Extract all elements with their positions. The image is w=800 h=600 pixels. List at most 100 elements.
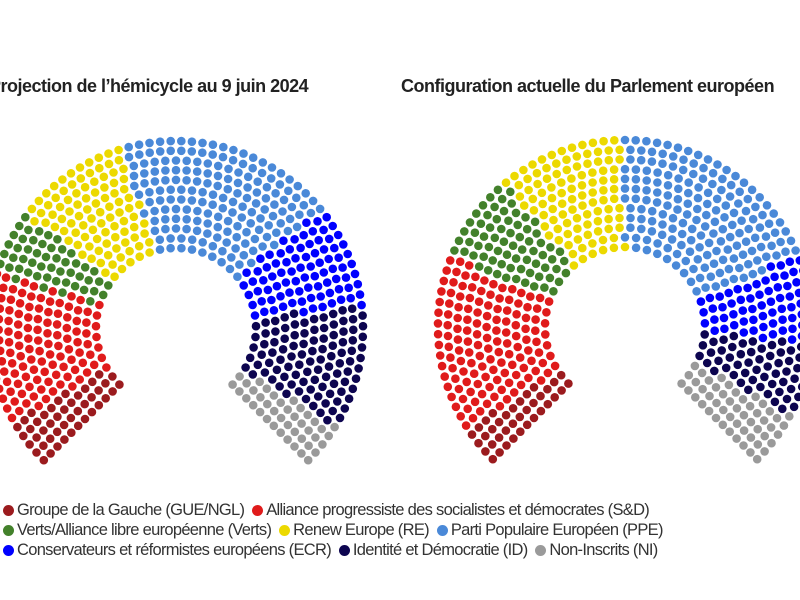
seat-re [85,168,95,178]
seat-id [340,377,350,387]
seat-sd [17,288,27,298]
seat-verts [53,235,62,244]
seat-sd [443,310,453,319]
seat-re [532,168,542,178]
seat-ppe [693,204,702,214]
seat-ppe [161,215,170,224]
seat-sd [535,293,545,303]
legend-item-id: Identité et Démocratie (ID) [338,540,528,560]
seat-id [295,360,304,370]
seat-id [280,372,289,382]
seat-ni [290,412,299,422]
seat-ppe [224,164,233,174]
seat-sd [4,327,13,336]
seat-re [615,223,624,232]
seat-re [533,179,542,189]
seat-id [300,329,309,338]
seat-sd [56,380,65,389]
seat-sd [75,348,84,357]
seat-sd [2,404,12,413]
seat-ecr [752,279,761,289]
seat-id [241,363,250,372]
seat-gue [26,424,35,434]
seat-ecr [339,240,348,249]
seat-ni [269,391,279,400]
seat-sd [486,290,495,300]
seat-ppe [213,212,223,222]
seat-sd [73,337,82,347]
seat-id [323,415,332,425]
seat-re [75,163,85,172]
seat-ni [751,392,760,402]
seat-sd [94,343,103,352]
seat-ecr [305,239,314,249]
seat-ppe [198,238,207,247]
seat-sd [0,315,4,324]
seat-ecr [773,283,783,292]
seat-re [91,199,101,208]
seat-ppe [751,202,760,212]
seat-re [588,168,597,177]
seat-verts [522,255,532,265]
seat-gue [481,431,490,441]
seat-id [755,355,764,364]
seat-ni [276,413,286,423]
seat-ppe [647,157,657,166]
seat-re [84,158,94,167]
seat-re [64,236,73,245]
seat-id [316,355,326,364]
seat-ecr [271,259,281,268]
seat-sd [64,345,74,354]
seat-verts [474,241,483,251]
seat-ni [758,399,768,409]
seat-sd [509,388,519,397]
seat-re [563,229,573,239]
seat-verts [47,243,56,253]
seat-ecr [749,326,758,335]
seat-ppe [256,214,265,223]
seat-ppe [709,229,718,238]
seat-ecr [738,306,748,315]
seat-sd [437,287,446,296]
seat-ni [752,408,762,418]
seat-ppe [685,247,695,256]
seat-verts [502,250,512,259]
seat-sd [477,286,486,296]
seat-ppe [129,161,139,171]
seat-ppe [150,206,159,216]
seat-id [348,384,358,394]
seat-ppe [262,182,272,192]
seat-gue [46,419,55,428]
seat-ecr [319,225,328,235]
seat-id [740,368,750,378]
seat-verts [506,263,515,273]
seat-ppe [161,224,170,234]
seat-id [795,353,800,362]
seat-ecr [285,288,294,297]
seat-ecr [295,287,304,296]
seat-sd [502,306,512,315]
seat-gue [53,442,62,451]
seat-id [268,348,277,357]
seat-ppe [631,184,641,194]
seat-sd [489,365,498,375]
seat-re [112,244,121,253]
seat-verts [460,227,469,236]
seat-ppe [741,237,751,246]
seat-verts [511,208,521,218]
seat-id [284,362,293,372]
seat-sd [37,385,46,394]
seat-ppe [233,189,242,198]
seat-sd [461,271,470,280]
seat-id [306,385,316,394]
seat-ppe [710,217,720,227]
seat-re [135,252,144,261]
seat-gue [87,407,97,417]
seat-ppe [155,245,165,254]
seat-ppe [647,216,657,226]
seat-id [276,355,285,365]
seat-verts [104,281,113,290]
seat-re [528,194,538,204]
seat-sd [501,317,511,326]
seat-ppe [242,227,251,237]
